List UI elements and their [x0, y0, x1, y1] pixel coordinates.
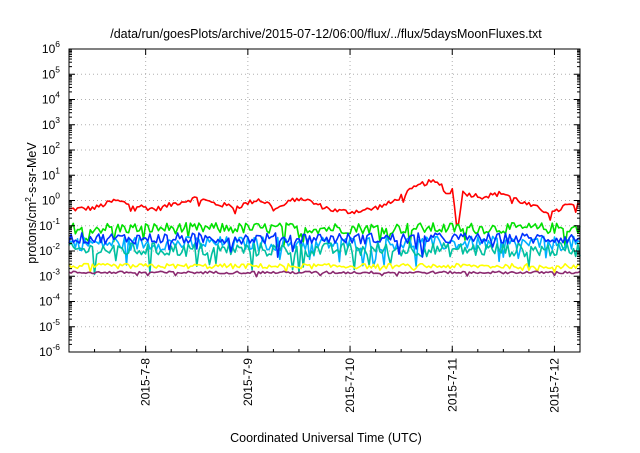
- series-group: [68, 179, 581, 278]
- y-tick-base: 10: [42, 118, 56, 132]
- y-tick-exponent: -2: [52, 241, 60, 251]
- y-tick-base: 10: [39, 269, 53, 283]
- y-tick-exponent: 1: [55, 165, 60, 175]
- y-axis-label-sup: 2: [23, 197, 33, 202]
- y-axis-label: protons/cm2-s-sr-MeV: [23, 142, 39, 264]
- y-tick-label: 10-2: [39, 241, 60, 258]
- x-tick-labels: 2015-7-8 2015-7-9 2015-7-10 2015-7-11 2015-7…: [139, 358, 562, 413]
- series-line: [68, 270, 581, 278]
- y-tick-label: 10-3: [39, 266, 60, 283]
- series-line: [68, 222, 581, 248]
- y-tick-exponent: -1: [52, 216, 60, 226]
- y-tick-base: 10: [42, 93, 56, 107]
- series-line: [68, 232, 581, 259]
- y-tick-exponent: 2: [55, 140, 60, 150]
- y-tick-base: 10: [42, 143, 56, 157]
- x-axis-label: Coordinated Universal Time (UTC): [230, 431, 422, 445]
- y-tick-base: 10: [42, 67, 56, 81]
- x-tick-label: 2015-7-10: [343, 358, 357, 413]
- series-line: [69, 179, 581, 226]
- y-tick-labels: 10-610-510-410-310-210-11001011021031041…: [39, 39, 60, 359]
- y-tick-base: 10: [39, 244, 53, 258]
- y-tick-label: 101: [42, 165, 60, 182]
- grid: [69, 48, 580, 353]
- y-tick-exponent: 4: [55, 90, 60, 100]
- y-tick-label: 104: [42, 90, 60, 107]
- x-tick-label: 2015-7-11: [445, 358, 459, 412]
- y-tick-label: 100: [42, 191, 60, 208]
- series-line: [68, 262, 581, 273]
- y-tick-base: 10: [42, 42, 56, 56]
- y-tick-label: 10-4: [39, 292, 60, 309]
- axis-ticks: [68, 48, 581, 353]
- y-axis-label-prefix: protons/cm: [25, 202, 39, 264]
- x-tick-label: 2015-7-8: [139, 358, 153, 406]
- y-tick-base: 10: [42, 168, 56, 182]
- series-line: [68, 241, 581, 276]
- y-axis-label-suffix: -s-sr-MeV: [25, 142, 39, 198]
- y-tick-label: 10-6: [39, 342, 60, 359]
- y-tick-exponent: -5: [52, 317, 60, 327]
- y-tick-exponent: 6: [55, 39, 60, 49]
- y-tick-label: 103: [42, 115, 60, 132]
- y-tick-label: 10-5: [39, 317, 60, 334]
- y-tick-exponent: 5: [55, 64, 60, 74]
- y-tick-base: 10: [39, 219, 53, 233]
- y-tick-label: 106: [42, 39, 60, 56]
- y-tick-label: 10-1: [39, 216, 60, 233]
- y-tick-base: 10: [39, 320, 53, 334]
- x-tick-label: 2015-7-9: [241, 358, 255, 406]
- y-tick-exponent: -6: [52, 342, 60, 352]
- y-tick-label: 102: [42, 140, 60, 157]
- y-tick-exponent: 3: [55, 115, 60, 125]
- y-tick-exponent: 0: [55, 191, 60, 201]
- y-tick-base: 10: [39, 295, 53, 309]
- y-tick-exponent: -4: [52, 292, 60, 302]
- y-tick-label: 105: [42, 64, 60, 81]
- x-tick-label: 2015-7-12: [547, 358, 561, 413]
- y-tick-base: 10: [39, 345, 53, 359]
- y-tick-base: 10: [42, 194, 56, 208]
- y-tick-exponent: -3: [52, 266, 60, 276]
- chart-title: /data/run/goesPlots/archive/2015-07-12/0…: [110, 27, 542, 41]
